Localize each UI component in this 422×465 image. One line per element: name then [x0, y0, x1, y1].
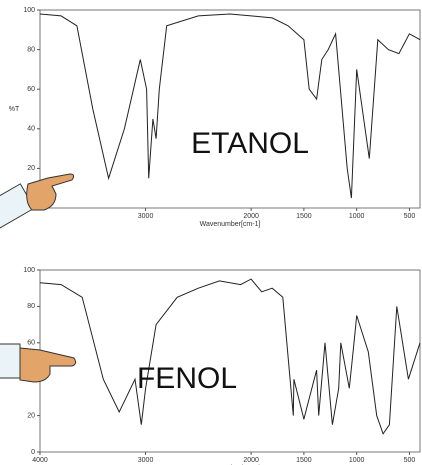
y-tick-label: 80 [27, 303, 35, 310]
x-tick-label: 4000 [32, 457, 48, 464]
y-tick-label: 40 [27, 126, 35, 133]
x-tick-label: 1000 [349, 213, 365, 220]
hand [0, 344, 76, 382]
x-tick-label: 3000 [138, 457, 154, 464]
y-tick-label: 100 [23, 7, 35, 14]
y-tick-label: 20 [27, 412, 35, 419]
x-tick-label: 2000 [243, 457, 259, 464]
spectra: 204060801003000200015001000500Wavenumber… [0, 0, 422, 465]
x-axis-label: Wavenumber[cm-1] [200, 221, 261, 228]
x-tick-label: 500 [404, 213, 416, 220]
y-tick-label: 60 [27, 340, 35, 347]
annotation: FENOL [137, 362, 237, 395]
y-tick-label: 20 [27, 165, 35, 172]
x-tick-label: 500 [404, 457, 416, 464]
y-tick-label: 60 [27, 86, 35, 93]
y-tick-label: 100 [23, 267, 35, 274]
y-tick-label: 80 [27, 46, 35, 53]
plot-frame [40, 10, 420, 208]
annotation: ETANOL [191, 127, 309, 160]
pointing-hands [0, 174, 76, 382]
x-tick-label: 2000 [243, 213, 259, 220]
hand [0, 174, 74, 228]
y-tick-label: 0 [31, 449, 35, 456]
x-tick-label: 1000 [349, 457, 365, 464]
x-tick-label: 3000 [138, 213, 154, 220]
spectrum-line [40, 14, 420, 198]
spectrum-line [40, 279, 420, 434]
y-axis-label: %T [9, 106, 20, 113]
x-tick-label: 1500 [296, 213, 312, 220]
x-tick-label: 1500 [296, 457, 312, 464]
